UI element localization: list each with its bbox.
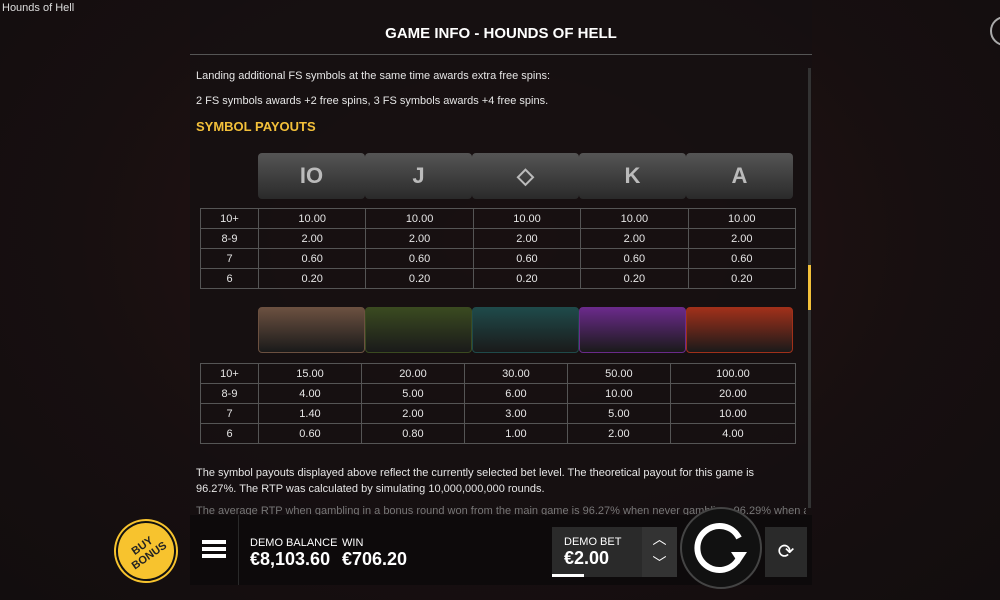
- payout-cell: 0.60: [365, 248, 474, 269]
- payout-cell: 0.60: [257, 248, 367, 269]
- symbol-purple-flame-icon: [579, 307, 686, 353]
- table-row: 10+ 10.00 10.00 10.00 10.00 10.00: [200, 208, 797, 229]
- payout-cell: 1.00: [463, 423, 568, 444]
- payout-cell: 100.00: [669, 363, 797, 384]
- payout-cell: 0.20: [687, 268, 797, 289]
- payout-cell: 10.00: [687, 208, 797, 229]
- payout-cell: 5.00: [566, 403, 671, 424]
- payout-cell: 50.00: [566, 363, 671, 384]
- rtp-text-faded: The average RTP when gambling in a bonus…: [196, 505, 806, 517]
- count-cell: 10+: [200, 208, 259, 229]
- payout-cell: 0.60: [580, 248, 689, 269]
- payout-cell: 2.00: [365, 228, 474, 249]
- payout-cell: 10.00: [580, 208, 689, 229]
- bet-stepper[interactable]: ︿ ﹀: [642, 527, 677, 577]
- chevron-down-icon[interactable]: ﹀: [652, 555, 667, 571]
- payout-cell: 5.00: [360, 383, 465, 404]
- symbol-A-icon: A: [686, 153, 793, 199]
- payout-cell: 0.80: [360, 423, 465, 444]
- payout-cell: 0.20: [472, 268, 582, 289]
- info-text: 2 FS symbols awards +2 free spins, 3 FS …: [196, 95, 549, 107]
- game-info-panel: GAME INFO - HOUNDS OF HELL Landing addit…: [190, 0, 812, 530]
- rtp-text: The symbol payouts displayed above refle…: [196, 467, 755, 495]
- payout-cell: 30.00: [463, 363, 568, 384]
- window-title: Hounds of Hell: [2, 2, 75, 14]
- table-row: 7 0.60 0.60 0.60 0.60 0.60: [200, 248, 797, 269]
- info-text: Landing additional FS symbols at the sam…: [196, 70, 551, 82]
- payout-cell: 2.00: [472, 228, 582, 249]
- symbol-skull-icon: [472, 307, 579, 353]
- symbol-icons: [258, 307, 794, 353]
- payout-cell: 15.00: [258, 363, 362, 384]
- payout-cell: 4.00: [669, 423, 797, 444]
- menu-icon[interactable]: [202, 540, 226, 561]
- payout-cell: 10.00: [472, 208, 582, 229]
- payout-cell: 20.00: [360, 363, 465, 384]
- symbol-icons: IO J ◇ K A: [258, 153, 794, 199]
- symbol-eye-pyramid-icon: [686, 307, 793, 353]
- scrollbar-thumb[interactable]: [808, 265, 811, 310]
- payout-cell: 1.40: [258, 403, 362, 424]
- payout-cell: 10.00: [257, 208, 367, 229]
- bet-display: DEMO BET €2.00: [552, 527, 642, 577]
- payout-cell: 10.00: [365, 208, 474, 229]
- payout-cell: 10.00: [669, 403, 797, 424]
- spin-button[interactable]: [680, 507, 762, 589]
- payout-cell: 3.00: [463, 403, 568, 424]
- chevron-up-icon[interactable]: ︿: [652, 531, 667, 547]
- payout-cell: 2.00: [360, 403, 465, 424]
- payout-cell: 0.60: [472, 248, 582, 269]
- divider: [190, 54, 812, 55]
- payout-cell: 2.00: [580, 228, 689, 249]
- bet-level-indicator: [552, 574, 584, 577]
- symbol-J-icon: J: [365, 153, 472, 199]
- payout-cell: 0.60: [258, 423, 362, 444]
- payout-cell: 6.00: [463, 383, 568, 404]
- symbol-Q-icon: ◇: [472, 153, 579, 199]
- win-label: WIN: [342, 537, 364, 549]
- payout-cell: 0.20: [580, 268, 689, 289]
- table-row: 10+ 15.00 20.00 30.00 50.00 100.00: [200, 363, 797, 384]
- count-cell: 6: [200, 423, 259, 444]
- count-cell: 8-9: [200, 383, 259, 404]
- payout-table: 10+ 10.00 10.00 10.00 10.00 10.00 8-9 2.00 2.00 2…: [200, 208, 797, 289]
- bet-label: DEMO BET: [564, 536, 622, 548]
- table-row: 6 0.20 0.20 0.20 0.20 0.20: [200, 268, 797, 289]
- payout-cell: 4.00: [258, 383, 362, 404]
- symbol-pentagram-icon: [365, 307, 472, 353]
- spin-icon: [694, 523, 747, 573]
- payout-table: 10+ 15.00 20.00 30.00 50.00 100.00 8-9 4.00 5.00…: [200, 363, 797, 444]
- count-cell: 6: [200, 268, 259, 289]
- balance-value: €8,103.60: [250, 549, 331, 569]
- payout-cell: 20.00: [669, 383, 797, 404]
- payout-cell: 10.00: [566, 383, 671, 404]
- count-cell: 8-9: [200, 228, 259, 249]
- payout-cell: 2.00: [687, 228, 797, 249]
- payout-cell: 0.60: [687, 248, 797, 269]
- table-row: 8-9 4.00 5.00 6.00 10.00 20.00: [200, 383, 797, 404]
- table-row: 6 0.60 0.80 1.00 2.00 4.00: [200, 423, 797, 444]
- payout-cell: 2.00: [257, 228, 367, 249]
- payout-cell: 0.20: [257, 268, 367, 289]
- balance-label: DEMO BALANCE: [250, 537, 338, 549]
- table-row: 8-9 2.00 2.00 2.00 2.00 2.00: [200, 228, 797, 249]
- symbol-10-icon: IO: [258, 153, 365, 199]
- payout-cell: 2.00: [566, 423, 671, 444]
- section-heading: SYMBOL PAYOUTS: [196, 119, 316, 134]
- page-title: GAME INFO - HOUNDS OF HELL: [385, 25, 617, 42]
- symbol-hands-icon: [258, 307, 365, 353]
- table-row: 7 1.40 2.00 3.00 5.00 10.00: [200, 403, 797, 424]
- bet-value: €2.00: [564, 548, 610, 568]
- autoplay-icon[interactable]: ⟳: [765, 527, 807, 577]
- count-cell: 7: [200, 403, 259, 424]
- payout-cell: 0.20: [365, 268, 474, 289]
- symbol-K-icon: K: [579, 153, 686, 199]
- win-value: €706.20: [342, 549, 408, 569]
- count-cell: 7: [200, 248, 259, 269]
- count-cell: 10+: [200, 363, 259, 384]
